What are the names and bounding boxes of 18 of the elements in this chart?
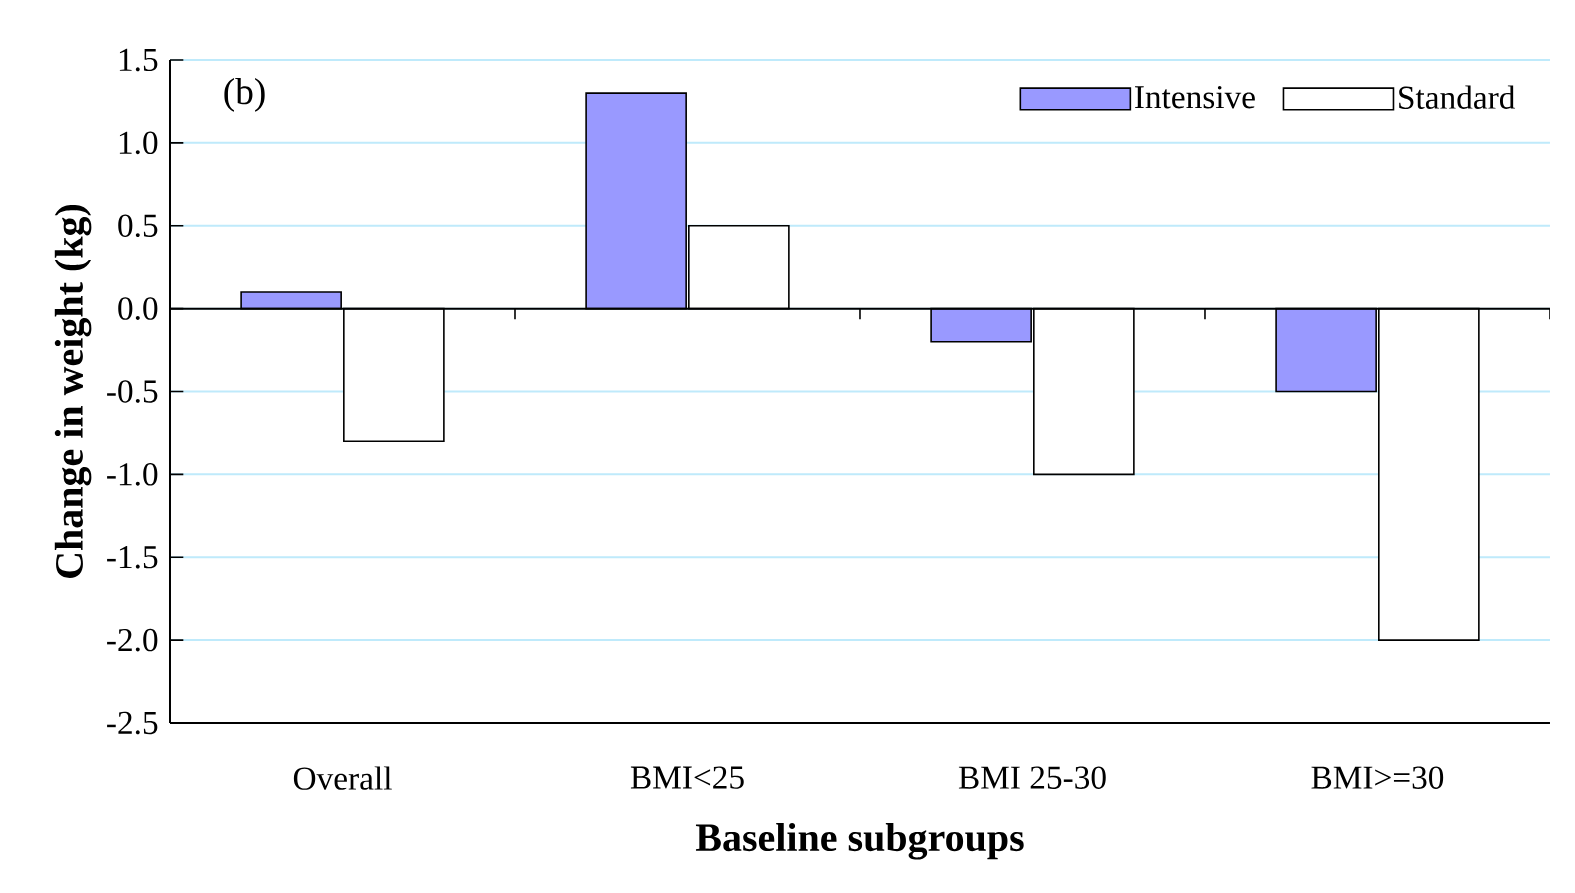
x-tick-label: BMI 25-30 [958,766,1106,789]
legend-label: Intensive [1135,86,1255,109]
y-tick-label: -2.0 [107,628,158,652]
x-axis-title: Baseline subgroups [695,822,1024,860]
y-tick-label: -2.5 [107,711,158,735]
x-tick-label: Overall [293,766,392,790]
x-tick-label: BMI>=30 [1311,766,1444,789]
y-tick-label: 0.0 [118,297,158,320]
y-axis-title: Change in weight (kg) [54,204,92,578]
y-tick-label: -0.5 [107,380,158,403]
y-tick-label: 1.0 [119,131,158,155]
y-tick-label: 1.5 [119,48,158,72]
legend-label: Standard [1399,85,1516,109]
annotation: (b) [224,77,265,112]
y-tick-label: 0.5 [118,214,158,238]
x-tick-label: BMI<25 [630,766,744,789]
y-tick-label: -1.5 [107,546,158,569]
y-tick-label: -1.0 [107,463,158,486]
